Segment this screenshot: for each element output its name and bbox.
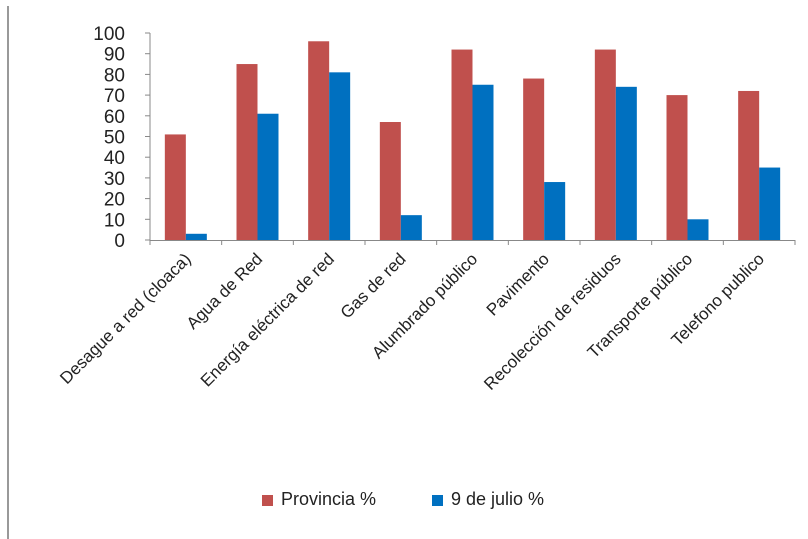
y-tick-label: 50 — [104, 128, 125, 149]
chart-frame — [7, 6, 801, 539]
bar-provincia-3 — [379, 122, 401, 240]
y-tick-label: 70 — [104, 86, 125, 107]
legend-swatch — [262, 495, 273, 506]
y-tick-label: 90 — [104, 45, 125, 66]
bar-provincia-6 — [594, 49, 616, 241]
bar-provincia-7 — [666, 95, 688, 240]
y-tick-label: 10 — [104, 210, 125, 231]
bar-nueve-de-julio-2 — [329, 72, 351, 240]
bar-nueve-de-julio-5 — [544, 182, 566, 240]
y-tick-label: 60 — [104, 107, 125, 128]
category-label: Energía eléctrica de red — [197, 249, 338, 390]
bar-nueve-de-julio-6 — [615, 86, 637, 240]
bars — [164, 41, 781, 241]
bar-nueve-de-julio-0 — [185, 233, 207, 240]
y-tick-label: 30 — [104, 169, 125, 190]
bar-nueve-de-julio-8 — [759, 167, 781, 240]
category-label: Gas de red — [337, 249, 410, 322]
category-label: Recolección de residuos — [480, 249, 624, 393]
bar-provincia-0 — [164, 134, 186, 240]
y-tick-label: 20 — [104, 190, 125, 211]
bar-nueve-de-julio-4 — [472, 84, 494, 240]
bar-provincia-2 — [308, 41, 330, 240]
x-axis-categories: Desague a red (cloaca)Agua de RedEnergía… — [56, 249, 768, 393]
bar-provincia-4 — [451, 49, 473, 241]
y-tick-label: 40 — [104, 148, 125, 169]
axes — [145, 32, 796, 245]
legend: Provincia % 9 de julio % — [262, 489, 544, 509]
bar-provincia-1 — [236, 64, 258, 240]
bar-nueve-de-julio-7 — [687, 219, 709, 240]
category-label: Desague a red (cloaca) — [56, 249, 194, 387]
legend-swatch — [432, 495, 443, 506]
bar-provincia-5 — [523, 78, 545, 240]
y-tick-label: 100 — [93, 24, 125, 45]
legend-label: Provincia % — [281, 489, 376, 509]
y-tick-label: 80 — [104, 65, 125, 86]
category-label: Pavimento — [483, 249, 553, 319]
bar-nueve-de-julio-1 — [257, 113, 279, 240]
bar-nueve-de-julio-3 — [400, 215, 422, 240]
legend-label: 9 de julio % — [451, 489, 544, 509]
bar-provincia-8 — [738, 90, 760, 241]
y-tick-label: 0 — [114, 231, 125, 252]
